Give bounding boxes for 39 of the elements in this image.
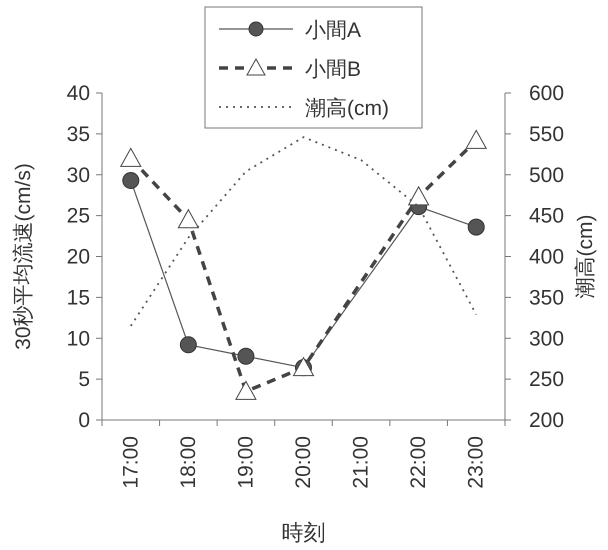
point	[178, 209, 199, 228]
x-tick-label: 19:00	[234, 436, 258, 489]
y-tick-label: 0	[78, 409, 90, 432]
y2-tick-label: 450	[529, 204, 564, 228]
y2-tick-label: 350	[529, 286, 564, 310]
y2-tick-label: 400	[529, 246, 564, 268]
y2-tick-label: 300	[529, 327, 564, 350]
y2-tick-label: 250	[529, 368, 564, 392]
x-tick-label: 23:00	[464, 436, 488, 489]
y-tick-label: 40	[66, 82, 90, 105]
point	[122, 172, 140, 189]
point	[180, 336, 197, 354]
x-tick-label: 21:00	[350, 436, 373, 489]
y2-tick-label: 500	[529, 164, 564, 187]
y2-tick-label: 600	[529, 82, 564, 105]
y-axis-title: 30秒平均流速(cm/s)	[12, 163, 35, 350]
y-tick-label: 10	[66, 327, 90, 350]
y-tick-label: 25	[66, 204, 90, 228]
y-tick-label: 30	[66, 164, 90, 187]
x-tick-label: 22:00	[407, 436, 430, 489]
y2-tick-label: 550	[529, 122, 564, 146]
legend-label: 潮高(cm)	[305, 97, 389, 120]
y2-axis-title: 潮高(cm)	[574, 214, 597, 298]
y-tick-label: 5	[78, 368, 90, 392]
y-tick-label: 35	[66, 122, 90, 146]
point	[466, 130, 487, 149]
legend-label: 小間A	[305, 19, 362, 42]
point	[237, 348, 254, 365]
y2-tick-label: 200	[529, 409, 564, 432]
point	[120, 148, 142, 167]
x-tick-label: 18:00	[176, 436, 200, 489]
point	[408, 186, 430, 206]
x-tick-label: 20:00	[292, 436, 315, 489]
legend-label: 小間B	[305, 58, 362, 81]
x-axis-title: 時刻	[282, 520, 326, 545]
y-tick-label: 20	[66, 246, 90, 268]
point	[468, 218, 485, 236]
x-tick-label: 17:00	[119, 436, 142, 489]
y-tick-label: 15	[66, 286, 90, 310]
